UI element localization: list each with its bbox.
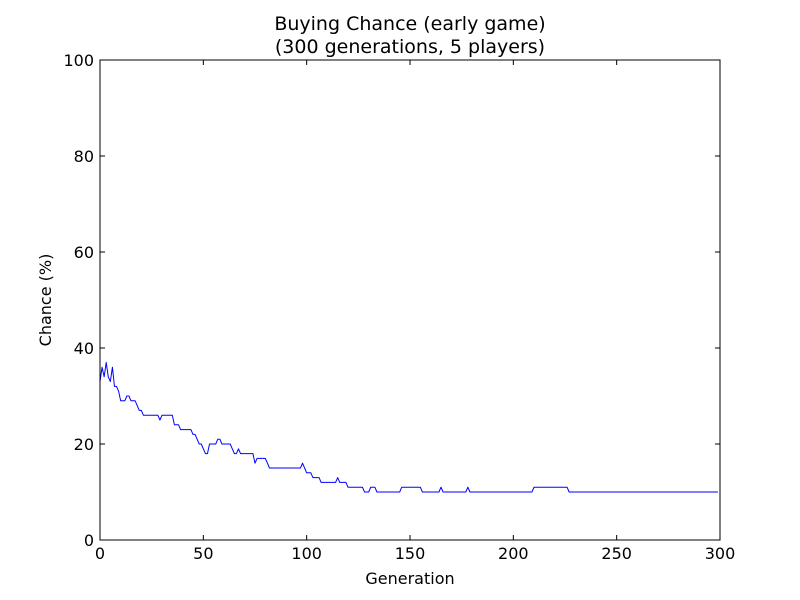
axis-ticks: 0 50 100 150 200 250 300 0 20 40 60 80 100 (63, 51, 735, 563)
chart-title: Buying Chance (early game) (274, 13, 545, 35)
y-tick-label: 20 (74, 435, 94, 454)
y-tick-label: 0 (84, 531, 94, 550)
series-line-0 (99, 361, 718, 493)
plot-frame (99, 59, 721, 541)
y-axis-label: Chance (%) (36, 254, 55, 347)
x-tick-label: 100 (291, 544, 322, 563)
x-axis-label: Generation (365, 569, 454, 588)
x-tick-label: 200 (498, 544, 529, 563)
chart-subtitle: (300 generations, 5 players) (275, 36, 545, 58)
x-tick-label: 250 (601, 544, 632, 563)
x-tick-label: 150 (395, 544, 426, 563)
y-tick-label: 80 (74, 147, 94, 166)
y-tick-label: 60 (74, 243, 94, 262)
y-tick-label: 40 (74, 339, 94, 358)
x-tick-label: 50 (193, 544, 213, 563)
x-tick-label: 0 (95, 544, 105, 563)
series-layer (99, 361, 718, 493)
x-tick-label: 300 (705, 544, 736, 563)
y-tick-label: 100 (63, 51, 94, 70)
